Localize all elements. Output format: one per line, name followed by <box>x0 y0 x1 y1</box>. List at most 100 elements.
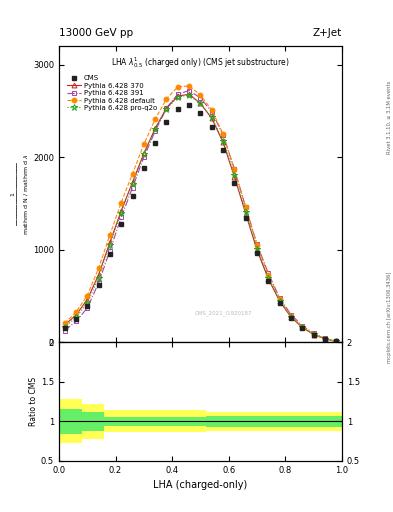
Pythia 6.428 391 <box>108 248 112 254</box>
Pythia 6.428 pro-q2o <box>334 338 339 345</box>
Pythia 6.428 370 <box>288 314 293 320</box>
CMS <box>96 282 101 288</box>
Pythia 6.428 pro-q2o <box>198 100 203 106</box>
Pythia 6.428 default <box>153 116 158 122</box>
CMS <box>153 140 158 146</box>
Pythia 6.428 default <box>323 335 327 342</box>
Pythia 6.428 370 <box>232 174 237 180</box>
Line: Pythia 6.428 default: Pythia 6.428 default <box>62 83 339 344</box>
Pythia 6.428 370 <box>164 105 169 111</box>
CMS <box>187 102 191 109</box>
Pythia 6.428 pro-q2o <box>96 275 101 281</box>
Pythia 6.428 pro-q2o <box>311 331 316 337</box>
Pythia 6.428 391 <box>277 295 282 301</box>
Pythia 6.428 370 <box>130 179 135 185</box>
Text: 13000 GeV pp: 13000 GeV pp <box>59 28 133 38</box>
CMS <box>73 316 78 322</box>
Pythia 6.428 pro-q2o <box>221 137 226 143</box>
Pythia 6.428 default <box>255 242 259 248</box>
Pythia 6.428 391 <box>153 128 158 134</box>
Pythia 6.428 370 <box>198 100 203 106</box>
Pythia 6.428 pro-q2o <box>85 300 90 306</box>
X-axis label: LHA (charged-only): LHA (charged-only) <box>153 480 248 490</box>
Pythia 6.428 391 <box>119 214 123 220</box>
Pythia 6.428 default <box>108 232 112 238</box>
Pythia 6.428 default <box>119 200 123 206</box>
Pythia 6.428 370 <box>221 139 226 145</box>
Pythia 6.428 370 <box>141 151 146 157</box>
Pythia 6.428 pro-q2o <box>243 209 248 215</box>
Pythia 6.428 391 <box>311 330 316 336</box>
CMS <box>209 123 214 130</box>
Pythia 6.428 pro-q2o <box>300 324 305 330</box>
Pythia 6.428 370 <box>300 325 305 331</box>
CMS <box>288 315 293 321</box>
Pythia 6.428 pro-q2o <box>130 181 135 187</box>
Pythia 6.428 391 <box>209 109 214 115</box>
Pythia 6.428 default <box>334 338 339 345</box>
Pythia 6.428 391 <box>62 328 67 334</box>
CMS <box>198 110 203 116</box>
Pythia 6.428 default <box>85 292 90 298</box>
Pythia 6.428 391 <box>175 91 180 97</box>
Pythia 6.428 pro-q2o <box>232 172 237 178</box>
Pythia 6.428 370 <box>85 296 90 303</box>
Pythia 6.428 370 <box>153 125 158 132</box>
Pythia 6.428 370 <box>243 210 248 217</box>
Pythia 6.428 default <box>73 309 78 315</box>
Pythia 6.428 pro-q2o <box>288 314 293 320</box>
Pythia 6.428 pro-q2o <box>141 152 146 158</box>
Pythia 6.428 default <box>277 296 282 302</box>
Pythia 6.428 pro-q2o <box>164 106 169 112</box>
CMS <box>232 180 237 186</box>
Pythia 6.428 default <box>311 331 316 337</box>
Pythia 6.428 370 <box>96 272 101 278</box>
Pythia 6.428 370 <box>266 276 271 282</box>
Pythia 6.428 370 <box>277 298 282 304</box>
Pythia 6.428 default <box>232 166 237 172</box>
Pythia 6.428 default <box>198 92 203 98</box>
Pythia 6.428 pro-q2o <box>209 114 214 120</box>
Pythia 6.428 391 <box>266 270 271 276</box>
CMS <box>221 146 226 153</box>
Pythia 6.428 370 <box>175 93 180 99</box>
Pythia 6.428 default <box>209 107 214 113</box>
Pythia 6.428 default <box>141 141 146 147</box>
Text: CMS_2021_I1920187: CMS_2021_I1920187 <box>194 310 252 315</box>
CMS <box>85 303 90 309</box>
Pythia 6.428 pro-q2o <box>187 92 191 98</box>
Pythia 6.428 pro-q2o <box>266 274 271 281</box>
Pythia 6.428 pro-q2o <box>255 246 259 252</box>
Pythia 6.428 391 <box>187 88 191 94</box>
Pythia 6.428 default <box>96 265 101 271</box>
Pythia 6.428 391 <box>300 323 305 329</box>
Pythia 6.428 370 <box>73 312 78 318</box>
Line: CMS: CMS <box>62 103 339 344</box>
Y-axis label: Ratio to CMS: Ratio to CMS <box>29 377 38 426</box>
Pythia 6.428 pro-q2o <box>73 314 78 321</box>
Pythia 6.428 default <box>175 84 180 90</box>
Pythia 6.428 391 <box>164 105 169 111</box>
Pythia 6.428 391 <box>334 338 339 344</box>
Legend: CMS, Pythia 6.428 370, Pythia 6.428 391, Pythia 6.428 default, Pythia 6.428 pro-: CMS, Pythia 6.428 370, Pythia 6.428 391,… <box>65 73 159 113</box>
Pythia 6.428 391 <box>288 311 293 317</box>
Text: Rivet 3.1.10, ≥ 3.1M events: Rivet 3.1.10, ≥ 3.1M events <box>387 81 391 155</box>
Pythia 6.428 pro-q2o <box>108 242 112 248</box>
Text: Z+Jet: Z+Jet <box>313 28 342 38</box>
Pythia 6.428 default <box>130 171 135 177</box>
CMS <box>300 325 305 331</box>
Pythia 6.428 pro-q2o <box>62 324 67 330</box>
CMS <box>255 250 259 257</box>
Y-axis label: 1
─────────────────
mathrm d N / mathrm d $\lambda$: 1 ───────────────── mathrm d N / mathrm … <box>10 154 30 235</box>
CMS <box>130 193 135 199</box>
Pythia 6.428 default <box>300 324 305 330</box>
Line: Pythia 6.428 pro-q2o: Pythia 6.428 pro-q2o <box>61 92 340 345</box>
CMS <box>164 119 169 125</box>
Pythia 6.428 391 <box>232 166 237 172</box>
CMS <box>119 221 123 227</box>
Pythia 6.428 default <box>62 321 67 327</box>
Pythia 6.428 391 <box>255 241 259 247</box>
Pythia 6.428 391 <box>96 280 101 286</box>
Pythia 6.428 default <box>288 313 293 319</box>
Pythia 6.428 default <box>221 131 226 137</box>
